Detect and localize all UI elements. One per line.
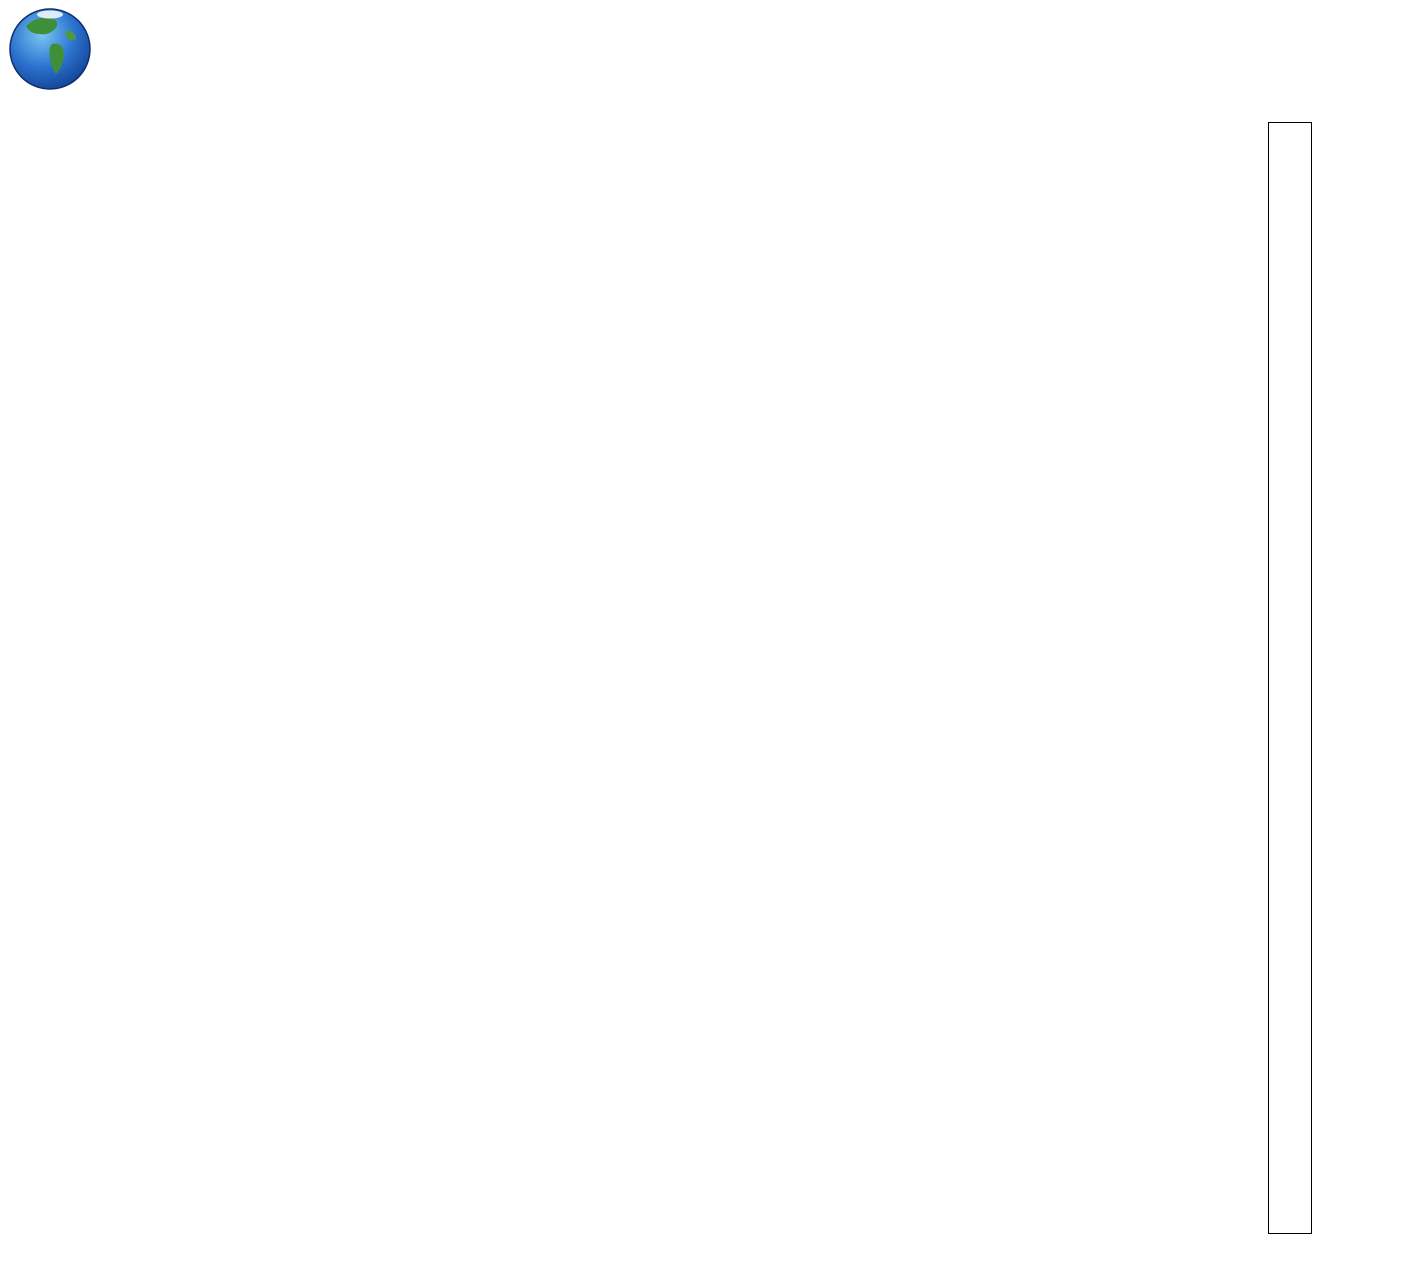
coaps-logo (6, 4, 94, 92)
colorbar (1268, 122, 1312, 1234)
coaps-globe-icon (9, 8, 91, 90)
colorbar-title (1350, 122, 1396, 1232)
wind-map (45, 102, 1205, 1262)
